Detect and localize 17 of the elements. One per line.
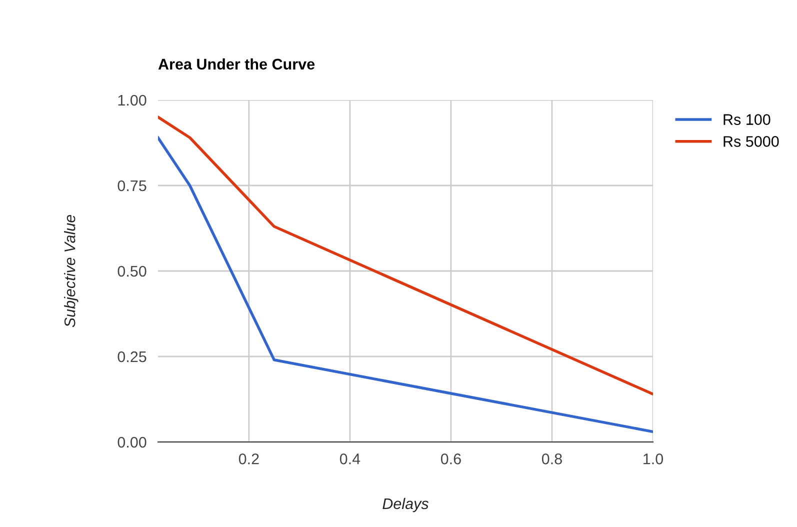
legend-label: Rs 5000 [724, 136, 779, 147]
y-tick-label: 0.75 [118, 180, 146, 192]
x-tick-label: 0.2 [238, 454, 259, 464]
chart-title: Area Under the Curve [158, 58, 315, 70]
y-axis-title: Subjective Value [64, 214, 78, 328]
line-series [158, 116, 653, 396]
y-tick-label: 0.25 [118, 351, 146, 362]
x-tick-label: 0.8 [542, 454, 562, 464]
y-tick-label: 1.00 [118, 94, 146, 106]
x-tick-label: 0.6 [440, 454, 461, 464]
line-series [158, 136, 653, 434]
y-tick-label: 0.00 [118, 436, 146, 448]
x-tick-label: 1.0 [644, 454, 664, 464]
legend-label: Rs 100 [724, 114, 770, 125]
y-tick-label: 0.50 [118, 266, 146, 277]
x-axis-title: Delays [382, 498, 429, 512]
x-tick-label: 0.4 [340, 454, 360, 464]
